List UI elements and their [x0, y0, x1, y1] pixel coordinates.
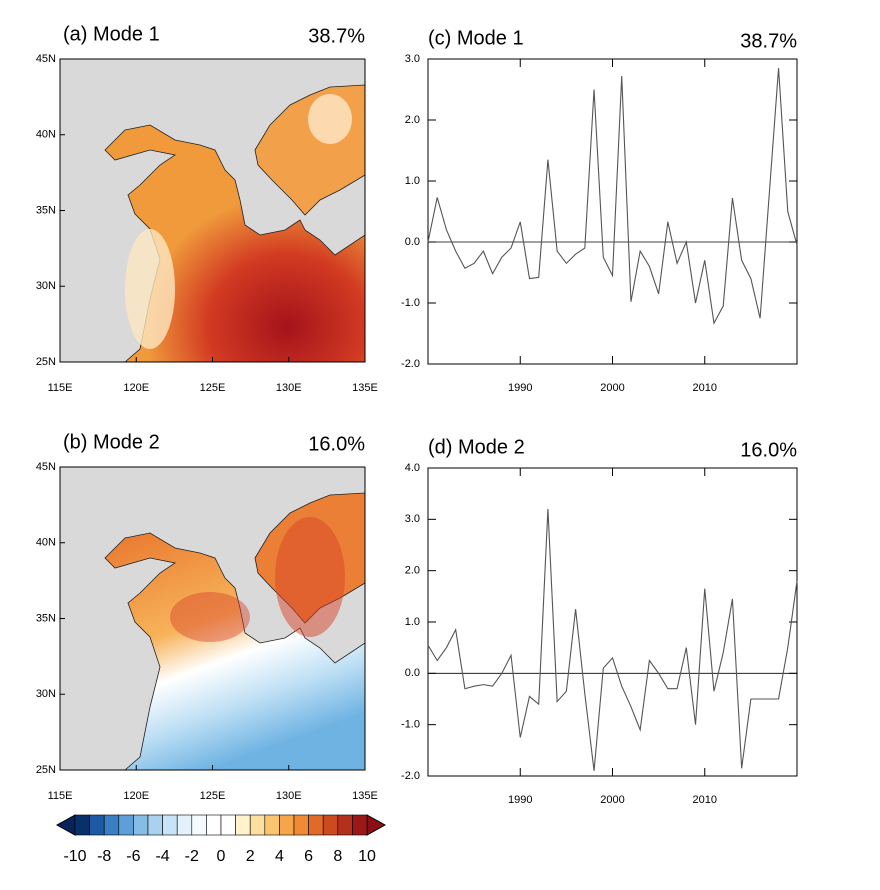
lon-label: 135E [352, 790, 378, 802]
map-percent: 16.0% [308, 433, 365, 455]
y-tick-label: -1.0 [401, 297, 420, 309]
colorbar-box [220, 814, 236, 836]
colorbar-box [308, 814, 324, 836]
sea-region [104, 532, 365, 770]
map-panel [60, 59, 365, 362]
colorbar-box [279, 814, 295, 836]
y-tick-label: 3.0 [405, 513, 420, 525]
chart-annotation: 38.7% [740, 30, 797, 52]
map-percent: 38.7% [308, 25, 365, 47]
colorbar-box [162, 814, 178, 836]
lon-label: 135E [352, 382, 378, 394]
colorbar-label: 10 [358, 848, 376, 865]
colorbar-box [352, 814, 368, 836]
chart-title: (c) Mode 1 [428, 27, 524, 49]
colorbar-end [366, 814, 387, 836]
y-tick-label: 1.0 [405, 175, 420, 187]
colorbar-box [89, 814, 105, 836]
colorbar-box [206, 814, 222, 836]
colorbar-box [235, 814, 251, 836]
y-tick-label: 0.0 [405, 667, 420, 679]
x-tick-label: 1990 [508, 794, 532, 806]
colorbar-label: -10 [63, 848, 86, 865]
map-title: (b) Mode 2 [63, 431, 160, 453]
lon-label: 115E [48, 382, 73, 394]
x-tick-label: 1990 [508, 382, 532, 394]
colorbar-end [55, 814, 76, 836]
x-tick-label: 2000 [600, 794, 624, 806]
lat-label: 25N [36, 356, 56, 368]
map-title: (a) Mode 1 [63, 23, 160, 45]
lat-label: 40N [36, 129, 56, 141]
sst-patch [308, 94, 352, 144]
y-tick-label: -2.0 [401, 358, 420, 370]
y-tick-label: 0.0 [405, 236, 420, 248]
lat-label: 25N [36, 764, 56, 776]
plot-frame [427, 467, 798, 777]
y-tick-label: 1.0 [405, 616, 420, 628]
colorbar-box [103, 814, 120, 836]
colorbar-label: -6 [126, 848, 140, 865]
colorbar-label: 0 [217, 848, 226, 865]
lon-label: 115E [48, 790, 73, 802]
y-tick-label: 2.0 [405, 565, 420, 577]
colorbar-box [176, 814, 193, 836]
sst-patch [275, 517, 345, 637]
colorbar-box [264, 814, 280, 836]
colorbar-label: -8 [97, 848, 111, 865]
colorbar-label: 4 [275, 848, 284, 865]
x-tick-label: 2010 [693, 794, 717, 806]
colorbar-box [322, 814, 339, 836]
y-tick-label: -1.0 [401, 719, 420, 731]
series-line [427, 68, 798, 325]
sst-patch [125, 229, 175, 349]
y-tick-label: 3.0 [405, 53, 420, 65]
lat-label: 30N [36, 280, 56, 292]
colorbar-box [191, 814, 207, 836]
sst-patch [170, 592, 250, 642]
lon-label: 120E [123, 790, 149, 802]
colorbar-box [147, 814, 163, 836]
chart-title: (d) Mode 2 [428, 436, 525, 458]
y-tick-label: -2.0 [401, 770, 420, 782]
colorbar-label: 8 [333, 848, 342, 865]
lat-label: 30N [36, 688, 56, 700]
colorbar-box [337, 814, 353, 836]
map-panel [60, 467, 365, 770]
colorbar-label: 6 [304, 848, 313, 865]
y-tick-label: 2.0 [405, 114, 420, 126]
colorbar-box [74, 814, 90, 836]
x-tick-label: 2000 [600, 382, 624, 394]
colorbar-label: -4 [155, 848, 169, 865]
lon-label: 130E [276, 382, 302, 394]
lon-label: 125E [200, 382, 226, 394]
colorbar-label: 2 [246, 848, 255, 865]
lat-label: 35N [36, 204, 56, 216]
colorbar-box [293, 814, 309, 836]
colorbar-box [118, 814, 134, 836]
x-tick-label: 2010 [693, 382, 717, 394]
lat-label: 35N [36, 612, 56, 624]
lon-label: 120E [123, 382, 149, 394]
lon-label: 130E [276, 790, 302, 802]
colorbar-label: -2 [185, 848, 199, 865]
y-tick-label: 4.0 [405, 462, 420, 474]
lat-label: 45N [36, 461, 56, 473]
plot-frame [427, 58, 798, 365]
colorbar-box [133, 814, 149, 836]
lon-label: 125E [200, 790, 226, 802]
lat-label: 40N [36, 537, 56, 549]
lat-label: 45N [36, 53, 56, 65]
chart-annotation: 16.0% [740, 439, 797, 461]
colorbar-box [249, 814, 266, 836]
series-line [427, 509, 798, 771]
